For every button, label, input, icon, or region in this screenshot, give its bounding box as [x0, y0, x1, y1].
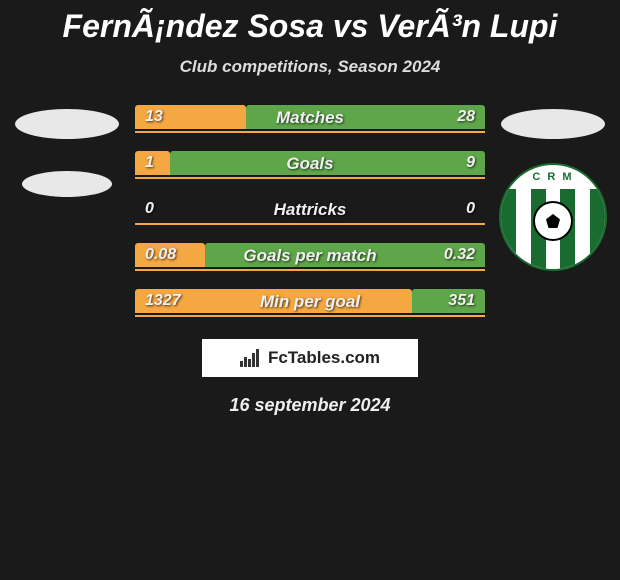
stat-value-right: 28	[457, 108, 475, 126]
date-text: 16 september 2024	[229, 395, 390, 416]
soccer-ball-icon	[533, 201, 573, 241]
stat-value-left: 1	[145, 154, 154, 172]
stat-value-right: 0	[466, 200, 475, 218]
player2-club-badge: C R M	[499, 163, 607, 271]
stat-value-left: 0.08	[145, 246, 176, 264]
player2-side: C R M	[497, 105, 609, 271]
stats-area: Matches 13 28 Goals 1 9 Hattricks 0 0 Goals per m…	[0, 105, 620, 317]
stat-value-right: 351	[448, 292, 475, 310]
chart-icon	[240, 349, 262, 367]
stats-bars: Matches 13 28 Goals 1 9 Hattricks 0 0 Goals per m…	[135, 105, 485, 317]
footer: FcTables.com 16 september 2024	[0, 339, 620, 416]
brand-box[interactable]: FcTables.com	[202, 339, 418, 377]
stat-value-right: 9	[466, 154, 475, 172]
player1-avatar-placeholder	[15, 109, 119, 139]
stat-label: Min per goal	[260, 292, 360, 312]
stat-label: Goals	[286, 154, 333, 174]
player1-side	[11, 105, 123, 197]
brand-text: FcTables.com	[268, 348, 380, 368]
stat-row: Goals 1 9	[135, 151, 485, 179]
stat-value-left: 0	[145, 200, 154, 218]
stat-row: Hattricks 0 0	[135, 197, 485, 225]
stat-value-right: 0.32	[444, 246, 475, 264]
stat-value-left: 13	[145, 108, 163, 126]
stat-label: Hattricks	[274, 200, 347, 220]
stat-label: Goals per match	[243, 246, 376, 266]
stat-value-left: 1327	[145, 292, 181, 310]
subtitle: Club competitions, Season 2024	[0, 57, 620, 77]
player1-club-placeholder	[22, 171, 112, 197]
stat-row: Goals per match 0.08 0.32	[135, 243, 485, 271]
comparison-widget: FernÃ¡ndez Sosa vs VerÃ³n Lupi Club comp…	[0, 0, 620, 416]
player2-avatar-placeholder	[501, 109, 605, 139]
stat-label: Matches	[276, 108, 344, 128]
stat-row: Matches 13 28	[135, 105, 485, 133]
badge-letters: C R M	[532, 171, 573, 183]
stat-row: Min per goal 1327 351	[135, 289, 485, 317]
page-title: FernÃ¡ndez Sosa vs VerÃ³n Lupi	[0, 8, 620, 45]
